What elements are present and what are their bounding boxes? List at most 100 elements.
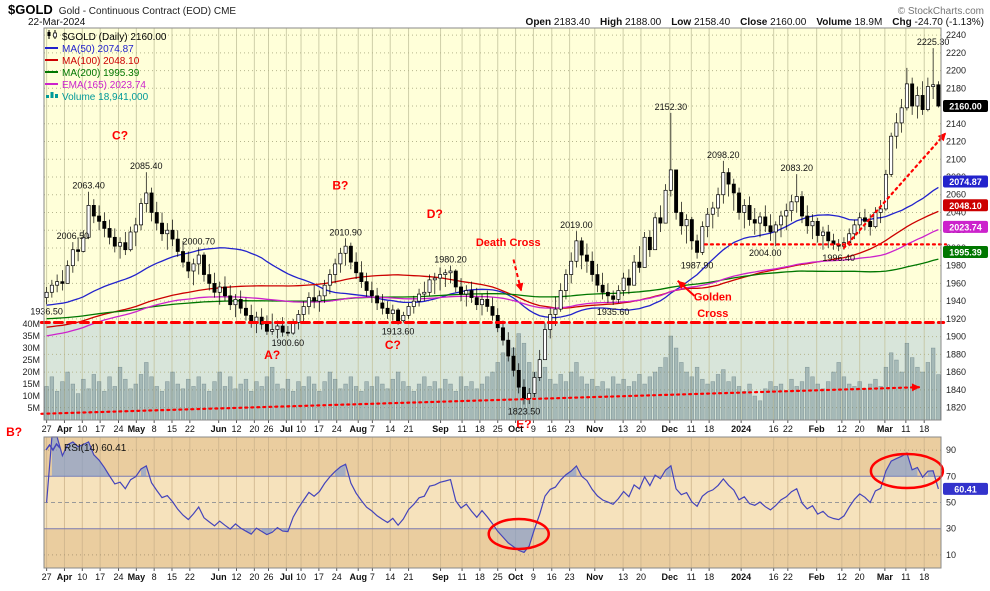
svg-text:5M: 5M [27,403,40,413]
svg-text:10: 10 [77,424,87,434]
svg-text:1840: 1840 [946,385,966,395]
quote-close: Close 2160.00 [740,17,807,28]
svg-text:C?: C? [112,129,128,143]
svg-text:35M: 35M [22,331,40,341]
svg-text:2083.20: 2083.20 [780,163,813,173]
svg-text:20: 20 [855,572,865,582]
svg-text:Volume 18,941,000: Volume 18,941,000 [62,92,149,103]
svg-text:17: 17 [95,424,105,434]
svg-text:C?: C? [385,338,401,352]
svg-text:Jun: Jun [211,424,227,434]
svg-text:2140: 2140 [946,119,966,129]
svg-text:D?: D? [427,207,443,221]
svg-text:1920: 1920 [946,314,966,324]
svg-text:12: 12 [232,572,242,582]
svg-text:Mar: Mar [877,572,894,582]
svg-text:2240: 2240 [946,30,966,40]
svg-text:1913.60: 1913.60 [382,327,415,337]
quote-low: Low 2158.40 [671,17,731,28]
svg-text:26: 26 [264,424,274,434]
svg-text:13: 13 [618,424,628,434]
svg-text:2160.00: 2160.00 [949,102,982,112]
svg-text:B?: B? [6,425,22,439]
svg-text:2152.30: 2152.30 [655,102,688,112]
quote-chg: Chg -24.70 (-1.13%) [892,17,984,28]
svg-text:2023.74: 2023.74 [949,222,982,232]
svg-text:24: 24 [332,424,342,434]
svg-text:Sep: Sep [432,424,449,434]
svg-text:24: 24 [113,572,123,582]
svg-text:2019.00: 2019.00 [560,220,593,230]
quote-high: High 2188.00 [600,17,662,28]
svg-text:Apr: Apr [57,572,73,582]
svg-text:2010.90: 2010.90 [329,227,362,237]
svg-text:Oct: Oct [508,572,523,582]
svg-text:20: 20 [636,572,646,582]
svg-text:7: 7 [370,424,375,434]
svg-text:2120: 2120 [946,137,966,147]
svg-text:2220: 2220 [946,48,966,58]
svg-text:17: 17 [95,572,105,582]
rsi-line [46,436,939,554]
svg-text:Dec: Dec [662,572,679,582]
svg-text:Apr: Apr [57,424,73,434]
svg-text:13: 13 [618,572,628,582]
rsi-panel: RSI(14) 60.41 90 70 50 30 10 60.41 [44,436,988,560]
svg-text:10: 10 [946,550,956,560]
svg-text:$GOLD (Daily) 2160.00: $GOLD (Daily) 2160.00 [62,32,167,43]
svg-text:20: 20 [855,424,865,434]
svg-text:26: 26 [264,572,274,582]
svg-text:8: 8 [152,572,157,582]
svg-text:Mar: Mar [877,424,894,434]
svg-text:1880: 1880 [946,349,966,359]
svg-text:B?: B? [332,178,348,192]
svg-text:25: 25 [493,572,503,582]
svg-text:23: 23 [565,572,575,582]
svg-text:40M: 40M [22,319,40,329]
svg-text:A?: A? [264,348,280,362]
svg-text:18: 18 [475,572,485,582]
svg-text:25: 25 [493,424,503,434]
candles [44,48,941,405]
svg-text:2024: 2024 [731,572,751,582]
svg-text:18: 18 [919,424,929,434]
svg-text:MA(50) 2074.87: MA(50) 2074.87 [62,44,134,55]
svg-text:30M: 30M [22,343,40,353]
svg-text:20: 20 [249,424,259,434]
svg-text:1980: 1980 [946,261,966,271]
overlay-MA(50) [46,186,939,319]
rsi-highlight-ellipse [869,452,945,490]
overlay-MA(100) [46,210,939,328]
svg-text:10: 10 [296,424,306,434]
svg-text:Aug: Aug [349,572,367,582]
svg-text:15: 15 [167,572,177,582]
svg-text:11: 11 [457,424,466,434]
svg-text:70: 70 [946,471,956,481]
svg-text:MA(200) 1995.39: MA(200) 1995.39 [62,68,140,79]
plot-backgrounds [44,28,941,568]
svg-text:1900.60: 1900.60 [272,338,305,348]
svg-text:2200: 2200 [946,66,966,76]
svg-text:11: 11 [687,572,696,582]
svg-text:1935.60: 1935.60 [597,307,630,317]
svg-text:20: 20 [249,572,259,582]
svg-text:1996.40: 1996.40 [822,253,855,263]
svg-text:14: 14 [385,572,395,582]
svg-text:20: 20 [636,424,646,434]
svg-text:90: 90 [946,445,956,455]
svg-text:Death Cross: Death Cross [476,237,541,249]
svg-text:2006.50: 2006.50 [57,231,90,241]
svg-text:60.41: 60.41 [954,484,977,494]
quote-volume: Volume 18.9M [816,17,883,28]
candle-labels: 1936.50 2006.50 2063.40 2085.40 2000.70 1900.… [30,37,949,416]
svg-text:Feb: Feb [809,572,826,582]
svg-text:11: 11 [687,424,696,434]
svg-text:May: May [128,572,146,582]
svg-text:22: 22 [783,572,793,582]
svg-text:12: 12 [232,424,242,434]
svg-text:2063.40: 2063.40 [72,181,105,191]
svg-text:2024: 2024 [731,424,751,434]
svg-text:2000.70: 2000.70 [182,236,215,246]
svg-text:2004.00: 2004.00 [749,248,782,258]
